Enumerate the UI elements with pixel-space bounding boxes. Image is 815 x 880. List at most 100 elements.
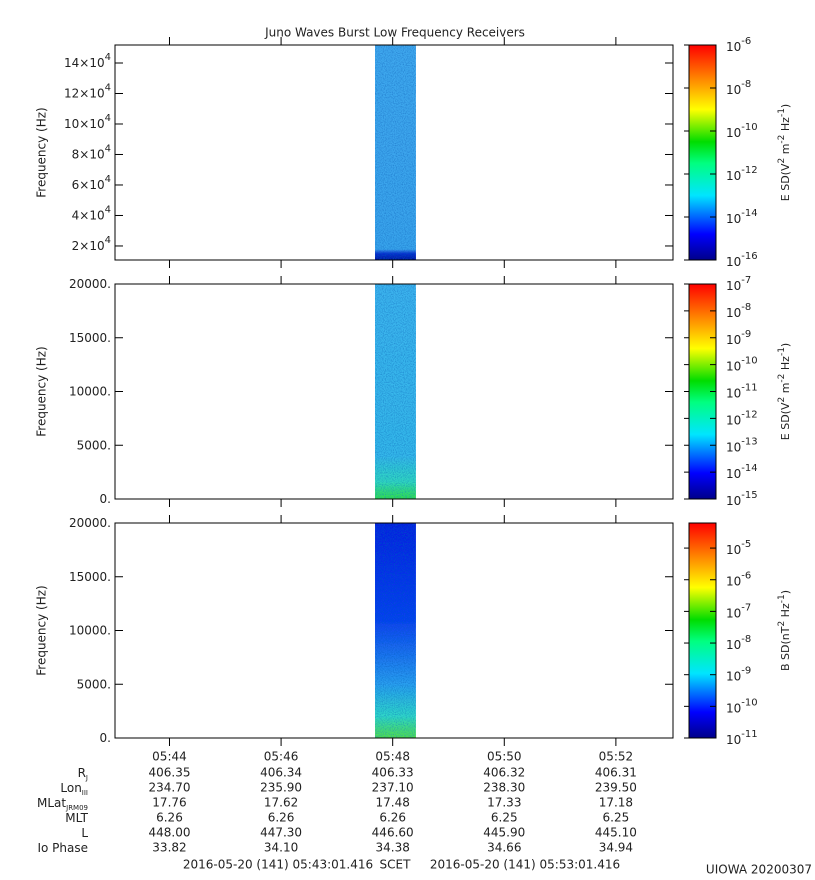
colorbar-tick-exponent: -16 [741,251,757,262]
ephemeris-value: 406.31 [595,766,637,780]
ephemeris-label-text: MLT [65,811,88,825]
y-tick-label-text: 5000. [77,677,111,691]
y-tick-label-text: 10000. [69,623,111,637]
colorbar-tick-exponent: -10 [741,697,757,708]
colorbar-label-exponent: -1 [777,108,787,117]
y-tick-label-text: 8×10 [72,147,105,161]
ephemeris-value: 17.62 [264,796,298,810]
colorbar-label-exponent: 2 [777,621,787,627]
colorbar-tick-label: 10-8 [726,634,751,652]
y-axis-label: Frequency (Hz) [35,346,49,437]
colorbar-tick-exponent: -14 [741,463,757,474]
colorbar-tick-label: 10-5 [726,539,751,557]
colorbar [688,522,717,739]
colorbar-label: E SD(V2 m-2 Hz-1) [777,104,793,201]
y-tick-label: 8×104 [72,143,111,161]
ephemeris-value: 33.82 [152,841,186,855]
colorbar-label-text: m [779,383,792,397]
y-axis-label: Frequency (Hz) [35,585,49,676]
y-axis-label: Frequency (Hz) [35,107,49,198]
colorbar-label-text: ) [779,104,792,108]
ephemeris-value: 34.38 [376,841,410,855]
colorbar-tick-exponent: -9 [741,666,751,677]
ephemeris-label-text: MLat [37,796,66,810]
colorbar-tick-text: 10 [726,606,741,620]
y-tick-label: 6×104 [72,174,111,192]
y-tick-label: 15000. [69,569,111,583]
ephemeris-value: 406.35 [148,766,190,780]
y-tick-label: 0. [100,492,111,506]
ephemeris-value: 17.48 [376,796,410,810]
y-tick-exponent: 4 [105,113,111,124]
ephemeris-value: 406.33 [372,766,414,780]
ephemeris-label-text: R [78,766,86,780]
colorbar-tick-exponent: -12 [741,409,757,420]
colorbar-tick-text: 10 [726,305,741,319]
colorbar-tick-label: 10-11 [726,729,758,747]
y-tick-label: 0. [100,731,111,745]
spectrogram-burst [375,284,416,499]
footer-end: 2016-05-20 (141) 05:53:01.416 [430,858,620,872]
x-tick-label: 05:52 [599,750,634,764]
x-tick-label: 05:46 [264,750,299,764]
colorbar-label-text: E SD(V [779,402,792,440]
ephemeris-label-text: L [81,826,88,840]
ephemeris-value: 6.25 [491,811,518,825]
ephemeris-value: 6.26 [379,811,406,825]
colorbar-tick-label: 10-12 [726,409,758,427]
colorbar-tick-label: 10-12 [726,165,758,183]
colorbar-tick-label: 10-6 [726,36,751,54]
colorbar-tick-text: 10 [726,467,741,481]
ephemeris-label: Io Phase [37,841,88,855]
y-tick-exponent: 4 [105,52,111,63]
colorbar-tick-exponent: -7 [741,602,751,613]
colorbar-label-text: ) [779,343,792,347]
colorbar-label-text: E SD(V [779,163,792,201]
colorbar-label-exponent: -2 [777,374,787,383]
colorbar-tick-text: 10 [726,359,741,373]
ephemeris-value: 34.94 [599,841,633,855]
colorbar-tick-text: 10 [726,126,741,140]
colorbar-tick-exponent: -10 [741,356,757,367]
ephemeris-value: 34.66 [487,841,521,855]
ephemeris-value: 6.25 [603,811,630,825]
ephemeris-value: 6.26 [268,811,295,825]
ephemeris-value: 34.10 [264,841,298,855]
colorbar-tick-text: 10 [726,574,741,588]
ephemeris-value: 237.10 [372,781,414,795]
colorbar-tick-label: 10-10 [726,697,758,715]
ephemeris-value: 17.18 [599,796,633,810]
ephemeris-value: 239.50 [595,781,637,795]
colorbar-tick-exponent: -14 [741,208,757,219]
plot-frame [114,44,674,261]
colorbar-tick-label: 10-7 [726,275,751,293]
ephemeris-value: 17.76 [152,796,186,810]
colorbar-label-exponent: -1 [777,594,787,603]
colorbar-tick-exponent: -5 [741,539,751,550]
y-tick-label: 4×104 [72,204,111,222]
colorbar-tick-text: 10 [726,733,741,747]
ephemeris-value: 238.30 [483,781,525,795]
ephemeris-value: 445.90 [483,826,525,840]
y-tick-exponent: 4 [105,235,111,246]
ephemeris-label: L [81,826,88,840]
colorbar-tick-text: 10 [726,440,741,454]
colorbar-tick-exponent: -13 [741,436,757,447]
ephemeris-label-sub: J [85,774,88,782]
colorbar-tick-exponent: -15 [741,490,757,501]
y-tick-label-text: 14×10 [64,55,105,69]
footer-stamp: UIOWA 20200307 [706,863,812,877]
ephemeris-label-sub: JRM09 [65,804,88,812]
colorbar-tick-exponent: -6 [741,36,751,47]
colorbar-tick-text: 10 [726,279,741,293]
colorbar-tick-exponent: -11 [741,729,757,740]
ephemeris-value: 448.00 [148,826,190,840]
y-tick-label: 15000. [69,330,111,344]
colorbar-label-text: Hz [779,356,792,374]
y-tick-label-text: 10×10 [64,116,105,130]
colorbar [688,44,717,261]
colorbar-tick-text: 10 [726,386,741,400]
colorbar-tick-text: 10 [726,413,741,427]
colorbar-tick-text: 10 [726,332,741,346]
